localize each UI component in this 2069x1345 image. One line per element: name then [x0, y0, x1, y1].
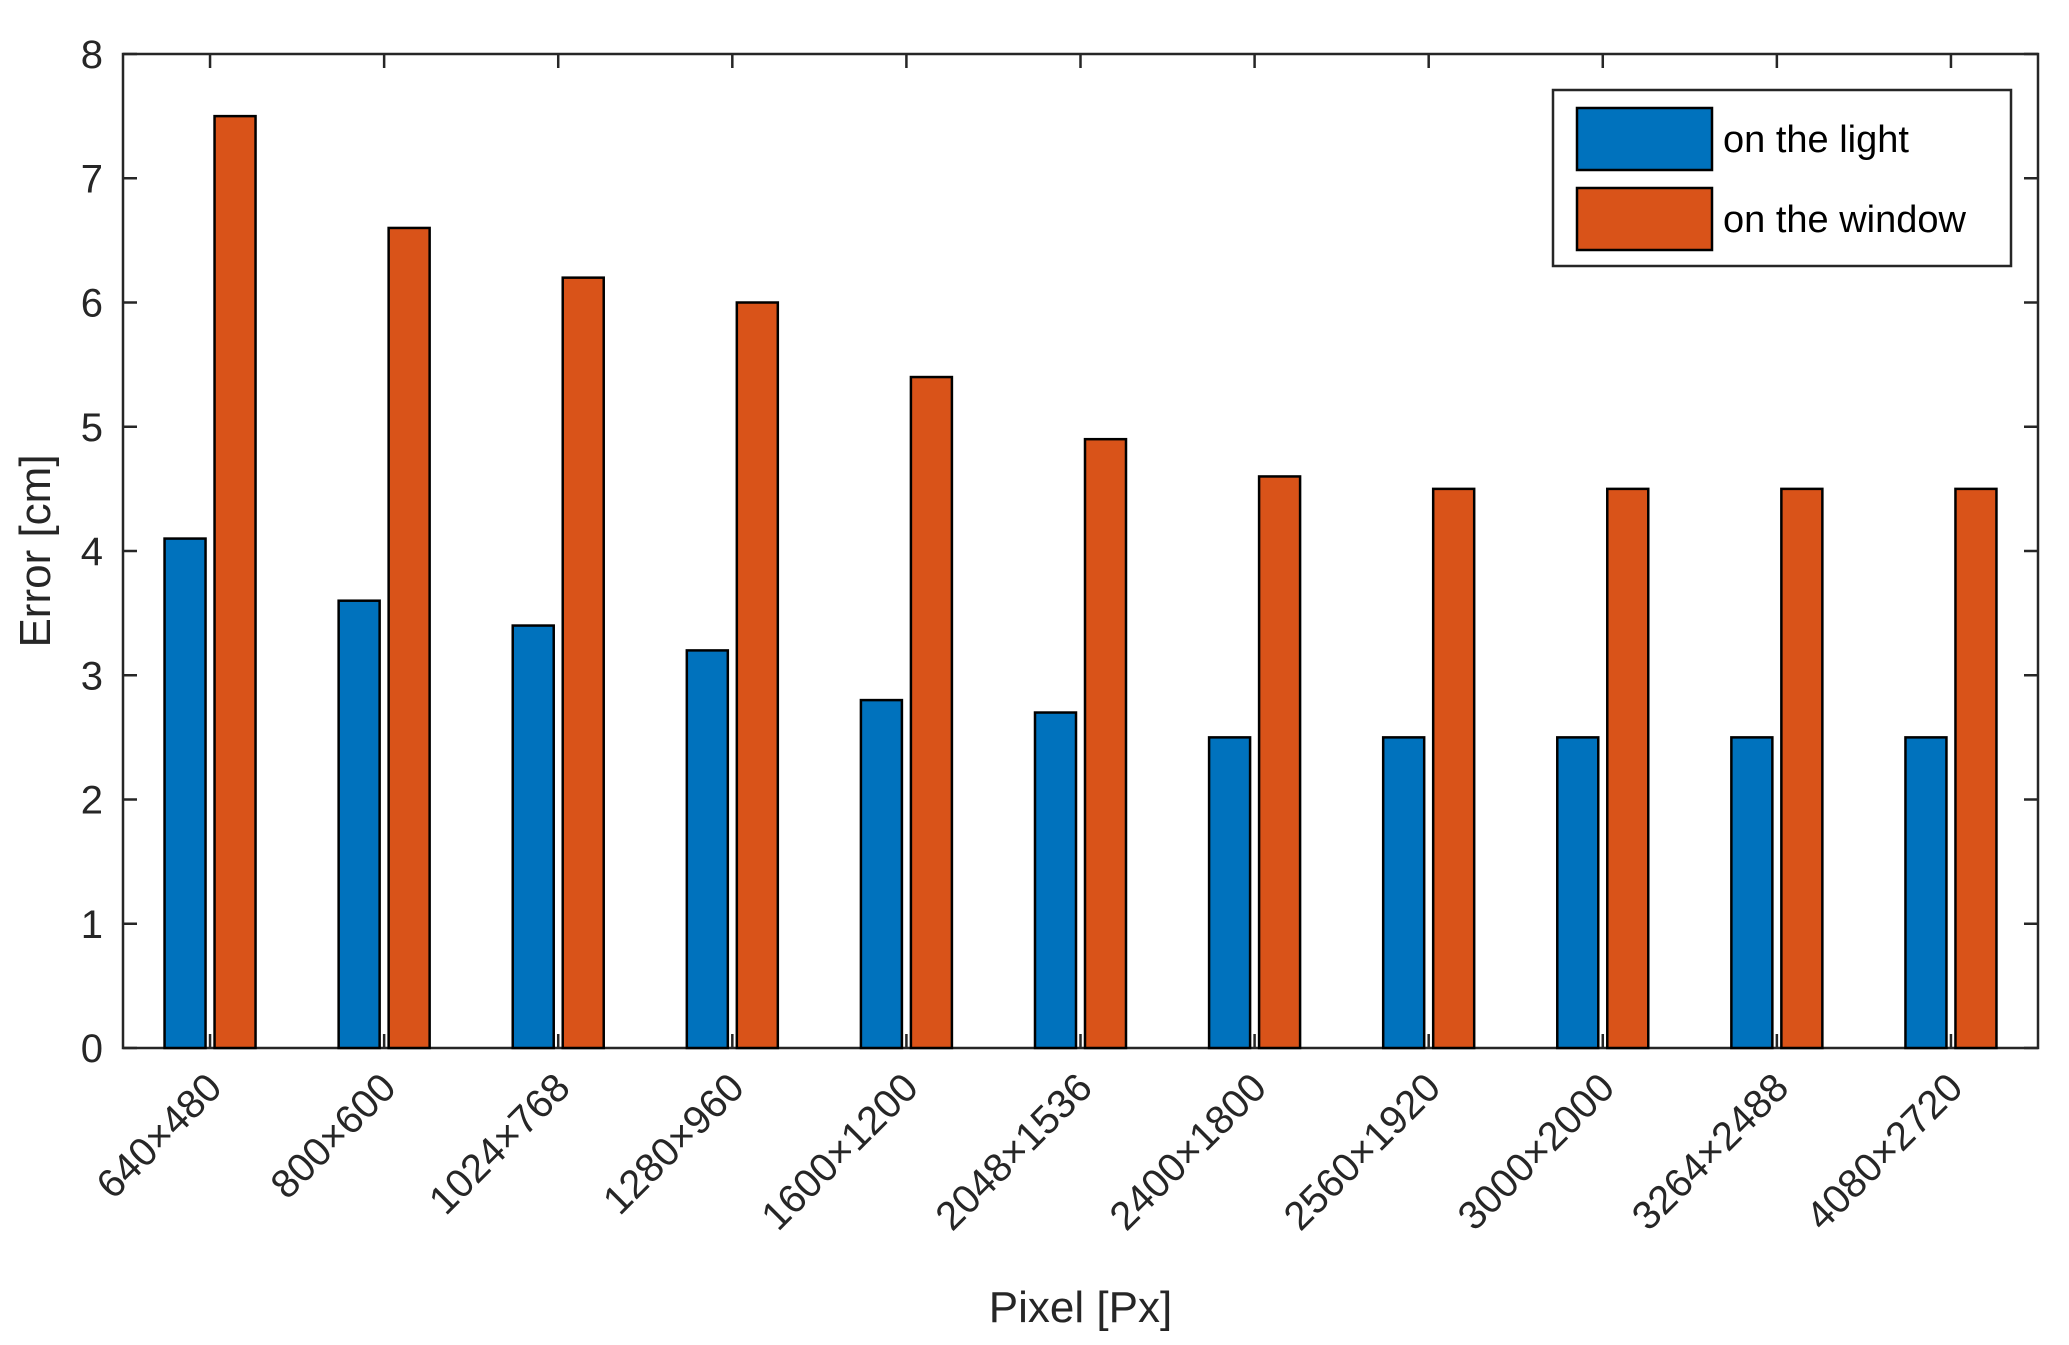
- x-tick-label: 800×600: [262, 1065, 404, 1207]
- y-axis-label: Error [cm]: [11, 454, 60, 647]
- y-tick-label: 7: [81, 157, 103, 201]
- bar-on-the-window: [213, 114, 257, 1050]
- y-tick-label: 0: [81, 1027, 103, 1071]
- x-tick-label: 4080×2720: [1798, 1065, 1971, 1238]
- bar-on-the-light: [511, 624, 555, 1050]
- bar-on-the-window: [1954, 487, 1998, 1050]
- bar-on-the-window: [1257, 475, 1302, 1050]
- bar-on-the-light: [337, 599, 381, 1050]
- x-tick-label: 3000×2000: [1450, 1065, 1623, 1238]
- y-tick-label: 8: [81, 33, 103, 77]
- bar-on-the-light: [859, 698, 904, 1050]
- bar-on-the-window: [1431, 487, 1476, 1050]
- legend-swatch: [1575, 106, 1714, 172]
- y-tick-label: 5: [81, 406, 103, 450]
- y-tick-label: 2: [81, 779, 103, 823]
- x-tick-label: 1600×1200: [753, 1065, 926, 1238]
- x-tick-label: 2560×1920: [1276, 1065, 1449, 1238]
- x-axis-label: Pixel [Px]: [989, 1283, 1172, 1332]
- bars: [163, 114, 1998, 1050]
- y-tick-label: 3: [81, 654, 103, 698]
- x-tick-label: 3264×2488: [1624, 1065, 1797, 1238]
- bar-on-the-light: [1381, 736, 1426, 1050]
- bar-on-the-window: [735, 301, 780, 1050]
- bar-on-the-window: [561, 276, 605, 1050]
- bar-on-the-light: [685, 649, 730, 1050]
- legend-swatch: [1575, 186, 1714, 252]
- bar-on-the-light: [1033, 711, 1078, 1050]
- bar-on-the-window: [1606, 487, 1650, 1050]
- x-tick-label: 640×480: [88, 1065, 230, 1207]
- x-tick-label: 2048×1536: [927, 1065, 1100, 1238]
- x-tick-label: 1024×768: [421, 1065, 579, 1223]
- bar-on-the-window: [1780, 487, 1824, 1050]
- y-tick-label: 4: [81, 530, 103, 574]
- bar-on-the-light: [1730, 736, 1774, 1050]
- legend-label: on the light: [1723, 119, 1909, 161]
- bar-on-the-light: [1904, 736, 1948, 1050]
- x-tick-label: 1280×960: [595, 1065, 753, 1223]
- bar-on-the-window: [1083, 437, 1128, 1050]
- bar-on-the-window: [909, 375, 954, 1050]
- bar-on-the-light: [163, 537, 207, 1050]
- y-axis-ticks: 0 1 2 3 4 5 6 7 8: [81, 33, 2038, 1071]
- legend-label: on the window: [1723, 199, 1966, 241]
- y-tick-label: 6: [81, 282, 103, 326]
- bar-on-the-light: [1207, 736, 1252, 1050]
- legend: on the light on the window: [1551, 88, 2013, 268]
- bar-on-the-light: [1556, 736, 1600, 1050]
- y-tick-label: 1: [81, 903, 103, 947]
- bar-on-the-window: [387, 226, 431, 1050]
- x-tick-label: 2400×1800: [1101, 1065, 1274, 1238]
